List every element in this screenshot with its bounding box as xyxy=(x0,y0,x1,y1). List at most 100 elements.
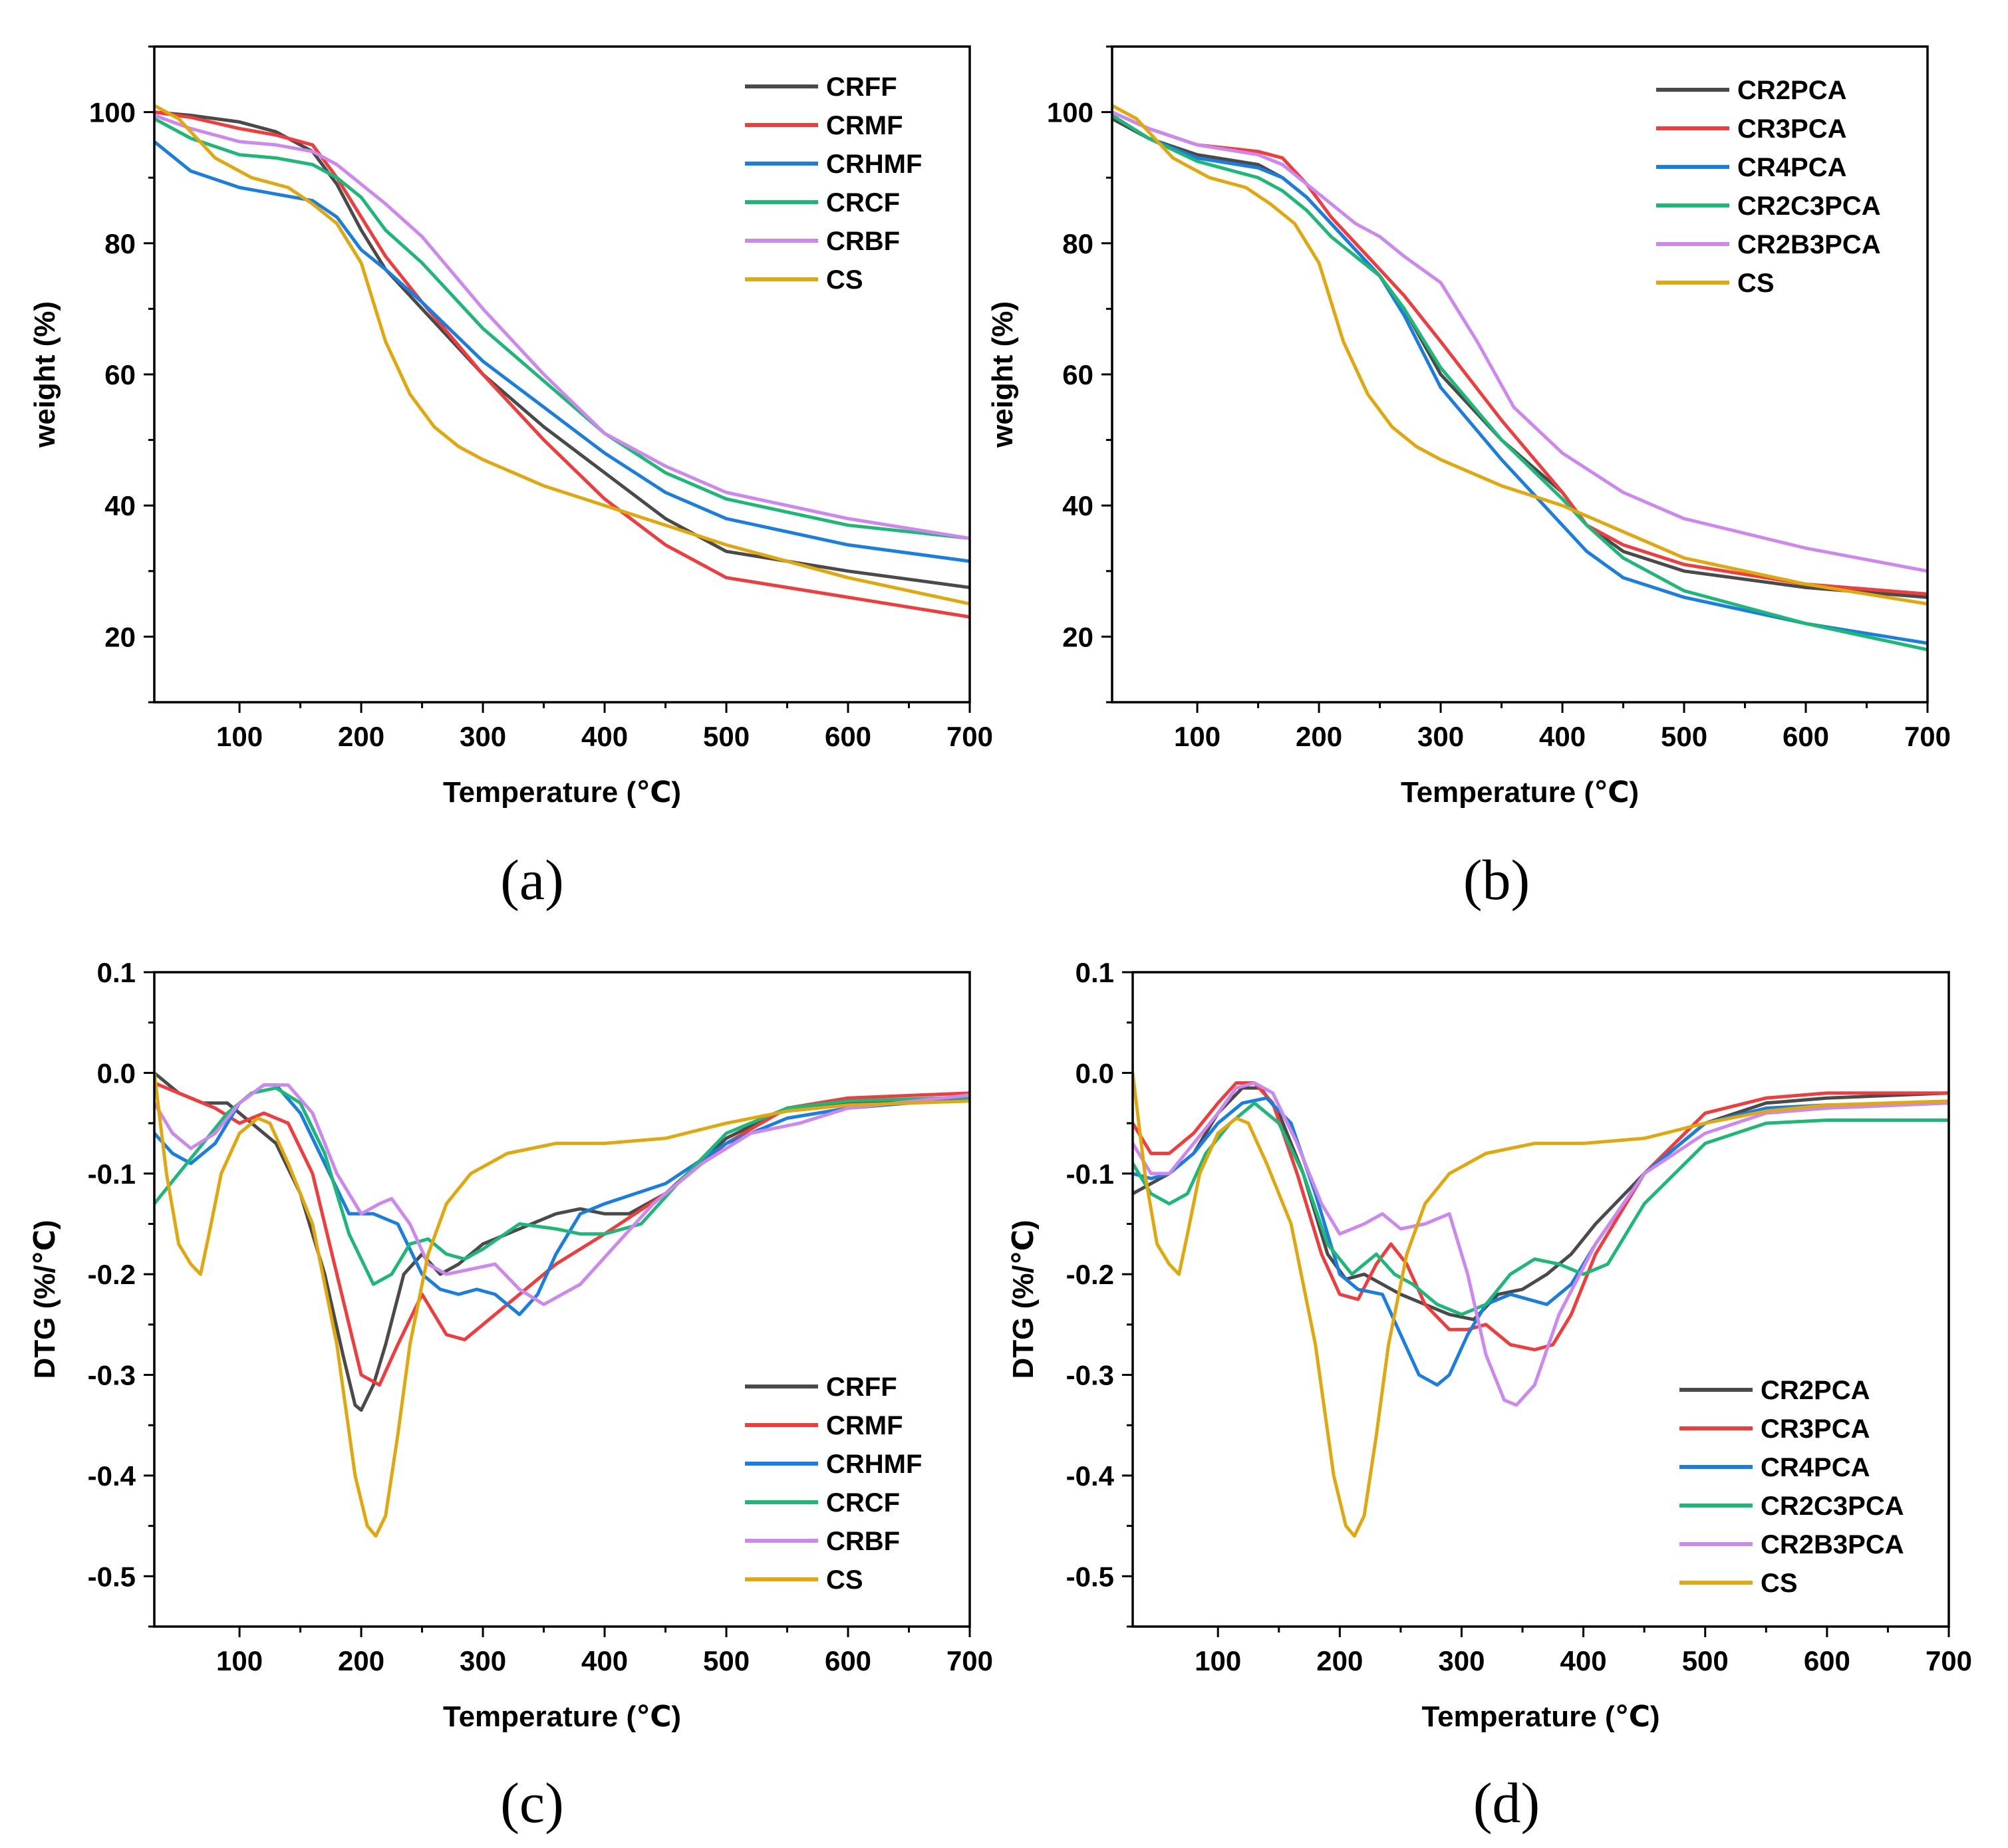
y-axis-title: weight (%) xyxy=(986,301,1019,448)
y-tick-label: 0.0 xyxy=(97,1057,136,1089)
y-tick-label: 0.0 xyxy=(1076,1057,1114,1089)
y-tick-label: -0.1 xyxy=(88,1158,136,1190)
series-group xyxy=(1112,104,1928,652)
x-axis-title: Temperature (℃) xyxy=(443,1700,681,1733)
x-tick-label: 400 xyxy=(1560,1645,1607,1676)
legend-label-cr3pca: CR3PCA xyxy=(1761,1414,1870,1444)
legend: CR2PCA CR3PCA CR4PCA CR2C3PCA CR2B3PCA CS xyxy=(1679,1376,1904,1598)
y-tick-label: -0.5 xyxy=(88,1561,136,1592)
legend-label-crff: CRFF xyxy=(826,72,897,102)
x-tick-label: 400 xyxy=(1539,721,1586,752)
x-tick-label: 700 xyxy=(1926,1645,1972,1676)
x-tick-label: 200 xyxy=(1316,1645,1363,1676)
legend-label-cs: CS xyxy=(1761,1569,1798,1598)
legend-label-cs: CS xyxy=(1737,269,1775,298)
series-line-crmf xyxy=(154,1081,970,1387)
legend-label-cr2b3pca: CR2B3PCA xyxy=(1737,230,1881,259)
y-tick-label: 100 xyxy=(1047,97,1093,128)
series-line-cs xyxy=(154,1071,970,1538)
plot-frame xyxy=(153,971,971,1628)
chart-panel-d: 100 200 300 400 500 600 700 0.1 0.0 -0.1 -0.2 -0.3 -… xyxy=(1007,957,1972,1835)
x-tick-label: 100 xyxy=(1195,1645,1241,1676)
y-tick-label: -0.2 xyxy=(1066,1259,1114,1290)
legend-label-crbf: CRBF xyxy=(826,227,900,256)
panel-label-a: (a) xyxy=(500,848,563,912)
x-axis-title: Temperature (℃) xyxy=(1421,1700,1659,1733)
legend-label-cs: CS xyxy=(826,1565,863,1595)
x-tick-label: 100 xyxy=(216,1645,263,1676)
x-tick-label: 600 xyxy=(1783,721,1829,752)
y-axis-title: DTG (%/℃) xyxy=(1007,1220,1040,1379)
x-tick-label: 500 xyxy=(1682,1645,1729,1676)
legend-label-cr2c3pca: CR2C3PCA xyxy=(1761,1492,1904,1521)
series-line-crbf xyxy=(154,1083,970,1307)
x-tick-label: 700 xyxy=(946,1645,993,1676)
legend-label-cs: CS xyxy=(826,265,863,295)
y-axis-title: weight (%) xyxy=(29,301,61,448)
series-line-crff xyxy=(154,1071,970,1412)
series-group xyxy=(1133,1071,1949,1538)
legend-label-crmf: CRMF xyxy=(826,111,903,140)
x-tick-label: 300 xyxy=(1438,1645,1485,1676)
x-tick-label: 100 xyxy=(216,721,263,752)
legend-label-cr2b3pca: CR2B3PCA xyxy=(1761,1530,1904,1559)
series-line-cr2pca xyxy=(1133,1086,1949,1321)
series-line-cr4pca xyxy=(1112,114,1928,645)
y-tick-label: 60 xyxy=(1062,359,1093,390)
x-tick-label: 100 xyxy=(1174,721,1220,752)
x-tick-label: 300 xyxy=(1417,721,1464,752)
series-line-cs xyxy=(154,104,970,606)
y-tick-label: 20 xyxy=(104,621,136,652)
plot-frame xyxy=(1131,971,1950,1628)
x-tick-label: 700 xyxy=(1904,721,1951,752)
series-line-cr2pca xyxy=(1112,117,1928,599)
x-tick-label: 600 xyxy=(825,1645,871,1676)
y-tick-label: -0.4 xyxy=(1066,1460,1115,1492)
series-line-cr2b3pca xyxy=(1133,1081,1949,1407)
legend-label-cr2c3pca: CR2C3PCA xyxy=(1737,192,1881,221)
legend: CR2PCA CR3PCA CR4PCA CR2C3PCA CR2B3PCA CS xyxy=(1656,76,1881,298)
x-tick-label: 400 xyxy=(581,721,628,752)
x-tick-label: 200 xyxy=(338,721,384,752)
legend: CRFF CRMF CRHMF CRCF CRBF CS xyxy=(745,72,922,295)
x-tick-label: 400 xyxy=(581,1645,628,1676)
legend-label-cr2pca: CR2PCA xyxy=(1737,76,1846,105)
legend-label-crhmf: CRHMF xyxy=(826,150,922,179)
chart-panel-b: 100 200 300 400 500 600 700 20 40 60 80 100 Temperat… xyxy=(986,45,1951,912)
series-line-crcf xyxy=(154,117,970,540)
x-axis-title: Temperature (℃) xyxy=(443,776,681,809)
y-tick-label: -0.3 xyxy=(1066,1360,1114,1391)
legend-label-crcf: CRCF xyxy=(826,188,900,217)
legend-label-cr3pca: CR3PCA xyxy=(1737,114,1846,144)
series-line-cs xyxy=(1133,1071,1949,1538)
x-tick-label: 600 xyxy=(825,721,871,752)
x-tick-label: 500 xyxy=(703,1645,750,1676)
series-line-cr2b3pca xyxy=(1112,110,1928,573)
y-tick-label: -0.5 xyxy=(1066,1561,1114,1592)
legend-label-crmf: CRMF xyxy=(826,1411,903,1440)
y-tick-label: 20 xyxy=(1062,621,1093,652)
legend-label-cr4pca: CR4PCA xyxy=(1737,153,1846,182)
legend-label-cr2pca: CR2PCA xyxy=(1761,1376,1870,1405)
legend-label-crhmf: CRHMF xyxy=(826,1450,922,1479)
y-tick-label: 80 xyxy=(104,228,136,259)
legend-label-crbf: CRBF xyxy=(826,1527,900,1556)
y-tick-label: 60 xyxy=(104,359,136,390)
legend-label-crff: CRFF xyxy=(826,1373,897,1402)
x-axis-title: Temperature (℃) xyxy=(1401,776,1639,809)
chart-panel-a: 100 200 300 400 500 600 700 20 40 60 80 100 Temperat… xyxy=(29,45,993,912)
y-tick-label: -0.4 xyxy=(88,1460,136,1492)
series-line-crhmf xyxy=(154,140,970,563)
x-tick-label: 300 xyxy=(460,1645,506,1676)
legend-label-crcf: CRCF xyxy=(826,1488,900,1518)
y-tick-label: -0.1 xyxy=(1066,1158,1114,1190)
y-tick-label: 40 xyxy=(104,490,136,521)
y-tick-label: 40 xyxy=(1062,490,1093,521)
series-line-crbf xyxy=(154,114,970,540)
series-line-crmf xyxy=(154,110,970,619)
y-tick-label: 0.1 xyxy=(97,957,136,988)
series-line-cr3pca xyxy=(1112,110,1928,596)
x-tick-label: 600 xyxy=(1804,1645,1850,1676)
y-tick-label: 80 xyxy=(1062,228,1093,259)
y-axis-title: DTG (%/℃) xyxy=(29,1220,61,1379)
